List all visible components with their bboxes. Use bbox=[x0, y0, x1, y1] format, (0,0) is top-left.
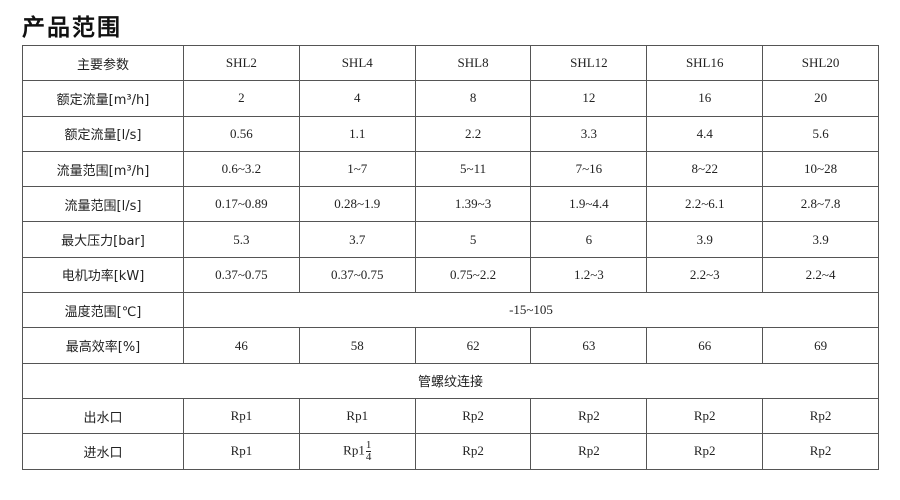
inlet-shl4-cell: Rp1 1 4 bbox=[298, 433, 416, 470]
connection-heading: 管螺纹连接 bbox=[22, 362, 879, 399]
table-cell: Rp1 bbox=[298, 397, 416, 435]
table-cell: 0.56 bbox=[183, 115, 300, 152]
row-label: 最大压力[bar] bbox=[22, 221, 184, 258]
table-cell: Rp1 bbox=[183, 397, 300, 435]
table-cell: 62 bbox=[414, 327, 532, 364]
header-model-cell: SHL16 bbox=[646, 44, 764, 82]
table-cell: 0.28~1.9 bbox=[298, 186, 416, 223]
table-cell: 7~16 bbox=[530, 150, 648, 188]
table-row-temperature: 温度范围[℃] -15~105 bbox=[22, 292, 879, 329]
table-cell: 0.17~0.89 bbox=[183, 186, 300, 223]
table-cell: 0.6~3.2 bbox=[183, 150, 300, 188]
table-cell: 5.3 bbox=[183, 221, 300, 258]
table-row-inlet: 进水口 Rp1 Rp1 1 4 Rp2 Rp2 Rp2 Rp2 bbox=[22, 433, 879, 470]
table-cell: 3.9 bbox=[762, 221, 879, 258]
table-cell: 20 bbox=[762, 80, 879, 117]
row-label: 温度范围[℃] bbox=[22, 292, 184, 329]
table-cell: 1.39~3 bbox=[414, 186, 532, 223]
table-cell: 1.9~4.4 bbox=[530, 186, 648, 223]
cell-text: Rp1 bbox=[343, 442, 365, 458]
row-label: 进水口 bbox=[22, 433, 184, 470]
table-cell: 46 bbox=[183, 327, 300, 364]
row-label: 最高效率[%] bbox=[22, 327, 184, 364]
table-cell: 1.1 bbox=[298, 115, 416, 152]
fraction-den: 4 bbox=[365, 450, 372, 463]
table-cell: 69 bbox=[762, 327, 879, 364]
table-cell: 0.75~2.2 bbox=[414, 256, 532, 294]
header-model-cell: SHL4 bbox=[298, 44, 416, 82]
row-label: 额定流量[l/s] bbox=[22, 115, 184, 152]
table-cell: 0.37~0.75 bbox=[183, 256, 300, 294]
table-cell: Rp2 bbox=[762, 397, 879, 435]
table-cell: 3.7 bbox=[298, 221, 416, 258]
header-label-cell: 主要参数 bbox=[22, 44, 184, 82]
table-cell: Rp2 bbox=[646, 397, 764, 435]
table-cell: 2.2~6.1 bbox=[646, 186, 764, 223]
table-cell: 8~22 bbox=[646, 150, 764, 188]
table-cell: Rp2 bbox=[762, 433, 879, 470]
table-cell: 4.4 bbox=[646, 115, 764, 152]
table-row: 最大压力[bar] 5.3 3.7 5 6 3.9 3.9 bbox=[22, 221, 879, 258]
table-row-connection-heading: 管螺纹连接 bbox=[22, 362, 879, 399]
product-range-table: 主要参数 SHL2 SHL4 SHL8 SHL12 SHL16 SHL20 额定流量[m³/h… bbox=[22, 44, 879, 470]
table-cell: 2 bbox=[183, 80, 300, 117]
table-cell: Rp2 bbox=[530, 397, 648, 435]
page-title: 产品范围 bbox=[22, 15, 122, 41]
header-model-cell: SHL20 bbox=[762, 44, 879, 82]
table-cell: 66 bbox=[646, 327, 764, 364]
table-cell: 8 bbox=[414, 80, 532, 117]
table-cell: 58 bbox=[298, 327, 416, 364]
table-cell: 10~28 bbox=[762, 150, 879, 188]
table-row-outlet: 出水口 Rp1 Rp1 Rp2 Rp2 Rp2 Rp2 bbox=[22, 397, 879, 435]
table-cell: 2.2~3 bbox=[646, 256, 764, 294]
header-model-cell: SHL2 bbox=[183, 44, 300, 82]
row-label: 流量范围[l/s] bbox=[22, 186, 184, 223]
table-row: 流量范围[m³/h] 0.6~3.2 1~7 5~11 7~16 8~22 10~28 bbox=[22, 150, 879, 188]
table-cell: 1.2~3 bbox=[530, 256, 648, 294]
table-row: 电机功率[kW] 0.37~0.75 0.37~0.75 0.75~2.2 1.2~3 2… bbox=[22, 256, 879, 294]
row-label: 出水口 bbox=[22, 397, 184, 435]
table-header-row: 主要参数 SHL2 SHL4 SHL8 SHL12 SHL16 SHL20 bbox=[22, 44, 879, 82]
table-row: 额定流量[l/s] 0.56 1.1 2.2 3.3 4.4 5.6 bbox=[22, 115, 879, 152]
table-cell: 5~11 bbox=[414, 150, 532, 188]
table-cell: 3.3 bbox=[530, 115, 648, 152]
table-cell: Rp2 bbox=[414, 397, 532, 435]
row-label: 电机功率[kW] bbox=[22, 256, 184, 294]
table-cell: 2.2 bbox=[414, 115, 532, 152]
table-cell: Rp2 bbox=[646, 433, 764, 470]
table-cell: 0.37~0.75 bbox=[298, 256, 416, 294]
header-model-cell: SHL12 bbox=[530, 44, 648, 82]
table-cell: Rp1 bbox=[183, 433, 300, 470]
table-cell: 4 bbox=[298, 80, 416, 117]
fraction-num: 1 bbox=[365, 438, 372, 452]
table-cell: 16 bbox=[646, 80, 764, 117]
table-cell: 63 bbox=[530, 327, 648, 364]
temperature-value: -15~105 bbox=[183, 292, 879, 329]
table-row: 流量范围[l/s] 0.17~0.89 0.28~1.9 1.39~3 1.9~4.4 2… bbox=[22, 186, 879, 223]
table-cell: 6 bbox=[530, 221, 648, 258]
row-label: 流量范围[m³/h] bbox=[22, 150, 184, 188]
table-cell: 2.8~7.8 bbox=[762, 186, 879, 223]
table-cell: 12 bbox=[530, 80, 648, 117]
table-cell: Rp2 bbox=[414, 433, 532, 470]
table-cell: 5 bbox=[414, 221, 532, 258]
row-label: 额定流量[m³/h] bbox=[22, 80, 184, 117]
header-model-cell: SHL8 bbox=[414, 44, 532, 82]
table-row-efficiency: 最高效率[%] 46 58 62 63 66 69 bbox=[22, 327, 879, 364]
table-cell: Rp2 bbox=[530, 433, 648, 470]
table-row: 额定流量[m³/h] 2 4 8 12 16 20 bbox=[22, 80, 879, 117]
table-cell: 3.9 bbox=[646, 221, 764, 258]
table-cell: 1~7 bbox=[298, 150, 416, 188]
table-cell: 5.6 bbox=[762, 115, 879, 152]
table-cell: 2.2~4 bbox=[762, 256, 879, 294]
